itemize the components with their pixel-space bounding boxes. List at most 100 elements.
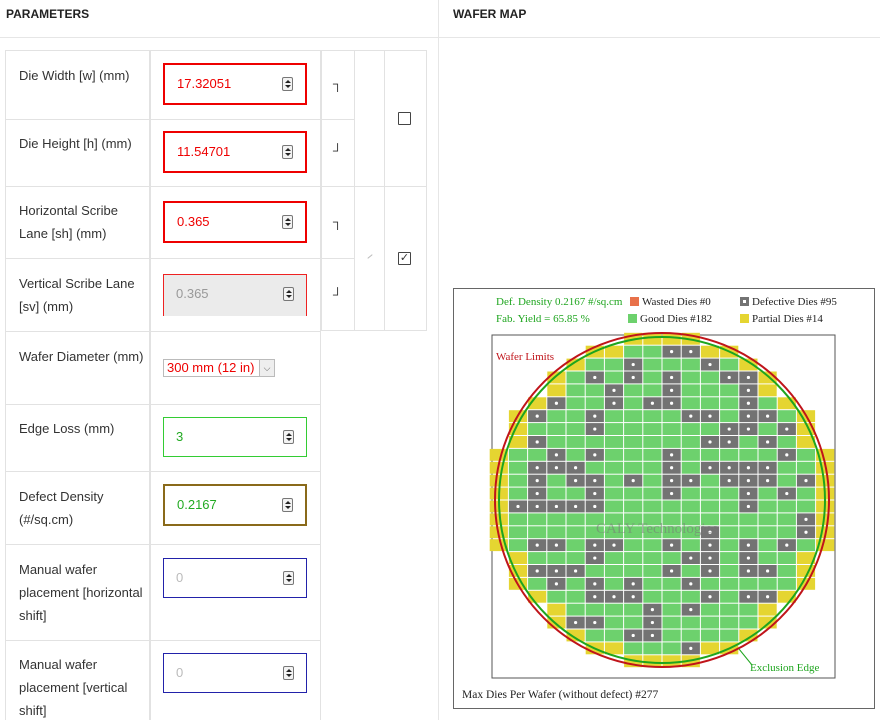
wafer-diameter-select[interactable]: 300 mm (12 in) ⌵ — [163, 359, 275, 377]
defect-density-input[interactable]: 0.2167 — [163, 484, 307, 526]
defect-dot — [574, 569, 578, 573]
good-die — [643, 513, 662, 526]
spinner-icon[interactable] — [283, 571, 294, 585]
good-die — [547, 513, 566, 526]
good-die — [720, 410, 739, 423]
good-die — [700, 577, 720, 590]
defect-dot — [766, 569, 770, 573]
good-die — [585, 397, 604, 410]
wafer-map-canvas — [489, 332, 836, 679]
defect-dot — [785, 491, 789, 496]
defect-dot — [593, 414, 597, 418]
good-die — [566, 397, 585, 410]
defect-dot — [727, 427, 731, 431]
good-die — [643, 590, 662, 603]
defect-density-label: Defect Density (#/sq.cm) — [19, 489, 104, 527]
good-die — [604, 448, 624, 461]
defect-dot — [746, 543, 750, 547]
defect-dot — [535, 504, 539, 509]
fab-yield-legend: Fab. Yield = 65.85 % — [496, 313, 590, 325]
defect-dot — [670, 388, 674, 392]
defect-dot — [708, 569, 712, 573]
defect-dot — [554, 466, 558, 470]
good-die — [566, 513, 585, 526]
defect-dot — [746, 479, 750, 483]
good-die — [758, 448, 777, 461]
good-die — [643, 526, 662, 539]
spinner-icon[interactable] — [282, 77, 293, 91]
partial-die — [489, 448, 508, 461]
edge-loss-input[interactable]: 3 — [163, 417, 307, 457]
good-die — [739, 436, 758, 448]
spinner-icon[interactable] — [282, 145, 293, 159]
good-die — [777, 461, 796, 474]
defect-dot — [650, 633, 654, 638]
die-width-input[interactable]: 17.32051 — [163, 63, 307, 105]
defect-dot — [746, 569, 750, 573]
spinner-icon[interactable] — [282, 498, 293, 512]
good-die — [720, 513, 739, 526]
spinner-icon[interactable] — [282, 215, 293, 229]
good-die — [624, 461, 643, 474]
partial-die — [662, 655, 681, 668]
good-die — [566, 371, 585, 384]
good-die — [643, 500, 662, 513]
good-die — [681, 590, 700, 603]
input-column — [150, 50, 321, 720]
chevron-down-icon[interactable]: ⌵ — [259, 360, 274, 376]
partial-die — [777, 590, 796, 603]
good-die — [604, 526, 624, 539]
v-shift-input[interactable]: 0 — [163, 653, 307, 693]
good-die — [604, 616, 624, 629]
h-shift-input[interactable]: 0 — [163, 558, 307, 598]
good-die — [681, 448, 700, 461]
defect-dot — [670, 479, 674, 483]
defect-dot — [746, 427, 750, 431]
defect-dot — [612, 401, 616, 405]
wafer-diameter-value: 300 mm (12 in) — [167, 360, 255, 375]
good-die — [720, 603, 739, 616]
good-die — [681, 616, 700, 629]
bracket-top-icon: ┐ — [333, 76, 343, 91]
die-height-input[interactable]: 11.54701 — [163, 131, 307, 173]
good-die — [662, 358, 681, 371]
good-die — [528, 513, 547, 526]
lock-die-size-checkbox[interactable] — [398, 112, 411, 125]
exclusion-edge-label: Exclusion Edge — [750, 662, 820, 674]
good-die — [547, 487, 566, 500]
defect-dot — [631, 595, 635, 599]
defect-dot — [689, 350, 693, 354]
good-die — [624, 345, 643, 358]
defect-dot — [535, 543, 539, 547]
spinner-icon[interactable] — [283, 430, 294, 444]
good-die — [662, 423, 681, 435]
lock-column — [321, 50, 427, 331]
exclusion-edge-circle — [498, 336, 826, 664]
lock-scribe-checkbox[interactable]: ✓ — [398, 252, 411, 265]
partial-die — [508, 565, 528, 577]
good-die — [566, 448, 585, 461]
partial-die — [700, 345, 720, 358]
good-die — [624, 526, 643, 539]
good-die — [796, 539, 816, 552]
good-die — [624, 565, 643, 577]
good-die — [585, 384, 604, 397]
good-die — [662, 500, 681, 513]
defect-dot — [766, 414, 770, 418]
h-shift-placeholder: 0 — [176, 570, 184, 585]
spinner-icon[interactable] — [283, 666, 294, 680]
good-die — [662, 436, 681, 448]
partial-label: Partial Dies #14 — [752, 313, 823, 325]
h-scribe-label: Horizontal Scribe Lane [sh] (mm) — [19, 203, 118, 241]
partial-die — [700, 642, 720, 655]
partial-die — [816, 474, 835, 487]
good-die — [624, 603, 643, 616]
defect-dot — [593, 504, 597, 509]
defect-dot — [593, 491, 597, 496]
partial-swatch — [740, 314, 749, 323]
wasted-legend: Wasted Dies #0 — [628, 296, 711, 308]
good-die — [566, 384, 585, 397]
good-die — [547, 436, 566, 448]
h-scribe-input[interactable]: 0.365 — [163, 201, 307, 243]
defect-dot — [670, 466, 674, 470]
